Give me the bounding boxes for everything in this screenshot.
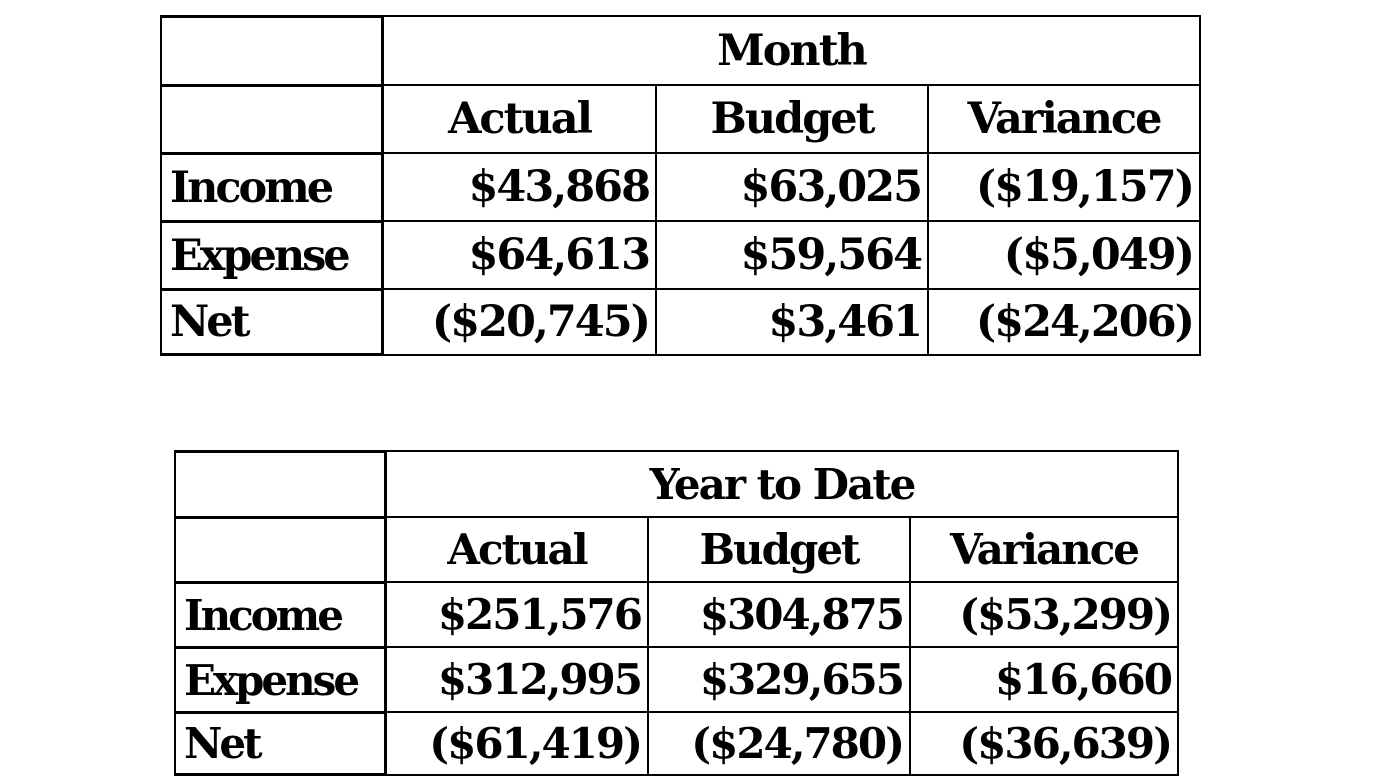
income-variance: ($53,299) (911, 581, 1179, 646)
month-table: Month Actual Budget Variance Income $43,… (160, 15, 1201, 356)
expense-actual: $312,995 (387, 646, 649, 711)
corner-cell (174, 516, 387, 581)
column-header-budget: Budget (649, 516, 911, 581)
column-header-variance: Variance (929, 84, 1201, 152)
net-actual: ($20,745) (384, 288, 657, 356)
period-header: Year to Date (387, 450, 1179, 516)
row-label-expense: Expense (174, 646, 387, 711)
row-label-net: Net (160, 288, 384, 356)
ytd-table: Year to Date Actual Budget Variance Inco… (174, 450, 1179, 776)
net-actual: ($61,419) (387, 711, 649, 776)
row-label-net: Net (174, 711, 387, 776)
corner-cell (160, 84, 384, 152)
income-budget: $304,875 (649, 581, 911, 646)
income-actual: $251,576 (387, 581, 649, 646)
income-actual: $43,868 (384, 152, 657, 220)
income-budget: $63,025 (657, 152, 929, 220)
column-header-actual: Actual (387, 516, 649, 581)
corner-cell (174, 450, 387, 516)
corner-cell (160, 15, 384, 84)
row-label-income: Income (160, 152, 384, 220)
net-variance: ($24,206) (929, 288, 1201, 356)
column-header-actual: Actual (384, 84, 657, 152)
row-label-income: Income (174, 581, 387, 646)
column-header-budget: Budget (657, 84, 929, 152)
column-header-variance: Variance (911, 516, 1179, 581)
expense-variance: ($5,049) (929, 220, 1201, 288)
expense-actual: $64,613 (384, 220, 657, 288)
net-budget: ($24,780) (649, 711, 911, 776)
row-label-expense: Expense (160, 220, 384, 288)
expense-variance: $16,660 (911, 646, 1179, 711)
net-budget: $3,461 (657, 288, 929, 356)
period-header: Month (384, 15, 1201, 84)
net-variance: ($36,639) (911, 711, 1179, 776)
expense-budget: $329,655 (649, 646, 911, 711)
expense-budget: $59,564 (657, 220, 929, 288)
income-variance: ($19,157) (929, 152, 1201, 220)
